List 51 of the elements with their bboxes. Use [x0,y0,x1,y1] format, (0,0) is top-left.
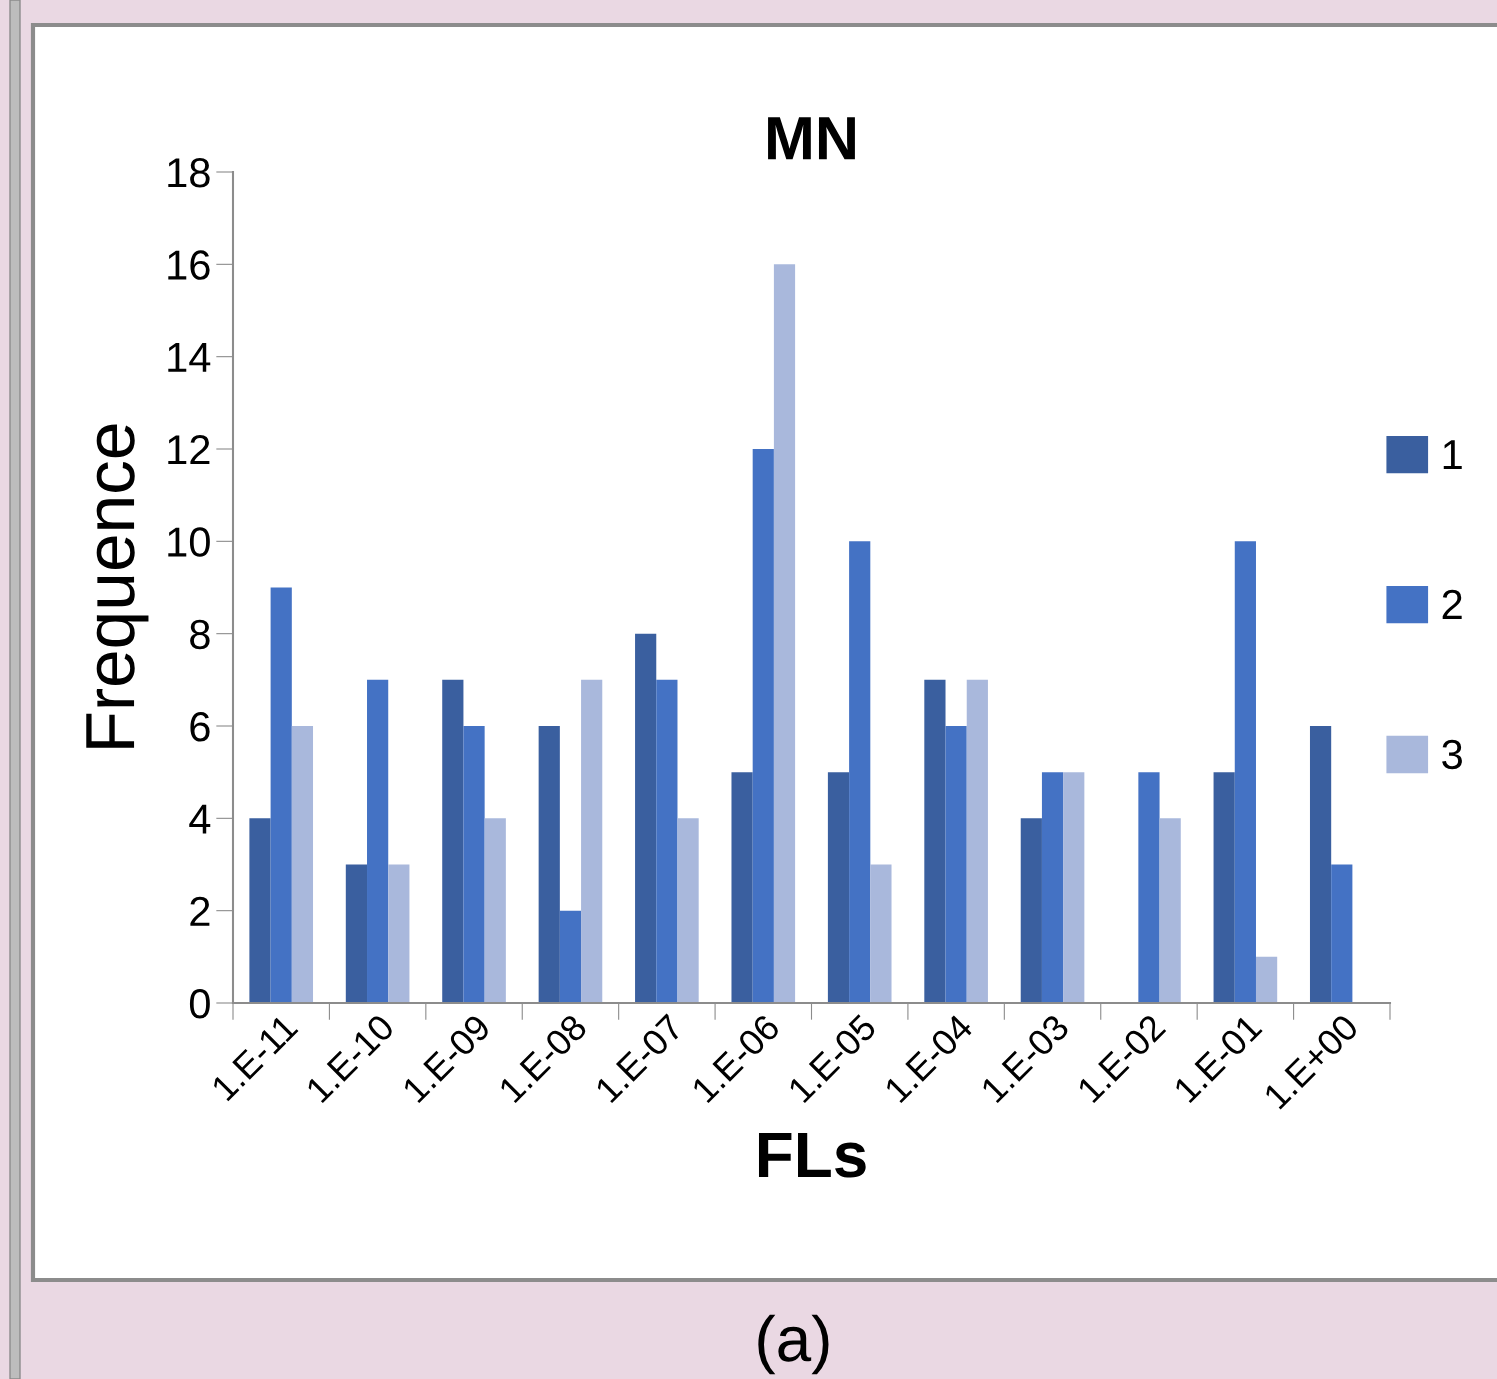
y-tick-label: 2 [190,896,210,926]
y-tick-label: 14 [168,343,211,372]
bar [538,726,560,1003]
bar [827,772,850,1003]
bar [677,818,699,1003]
bar [966,679,988,1003]
bar [656,679,678,1003]
chart-title: MN [768,117,855,160]
bar [1063,772,1085,1003]
bar [559,910,582,1003]
legend-label: 3 [1442,739,1462,770]
bar [1213,772,1235,1003]
bar [345,864,368,1003]
bar [945,726,967,1003]
y-tick-label: 6 [190,712,210,742]
bar [1041,772,1064,1003]
bar [463,726,485,1003]
bar [1020,818,1042,1003]
bar [849,541,871,1003]
y-axis-title: Frequence [86,424,149,748]
bar [1255,956,1278,1003]
bar [924,679,946,1003]
bar [367,679,389,1003]
legend-label: 2 [1442,589,1462,619]
y-tick-label: 12 [168,435,210,465]
y-tick-label: 8 [190,619,210,650]
bar [581,679,603,1003]
bar [773,264,796,1003]
y-tick-label: 0 [189,989,210,1019]
bar [870,864,892,1003]
bar [270,587,292,1003]
bar [442,679,464,1003]
legend-label: 1 [1443,440,1462,469]
bar [388,864,410,1003]
bar [249,818,271,1003]
bar [1309,726,1332,1003]
bar [752,449,774,1003]
bar [484,818,506,1003]
bar [731,772,753,1003]
y-tick-label: 4 [189,804,211,834]
bar [635,633,657,1003]
bar [1234,541,1256,1003]
bar [1159,818,1181,1003]
y-tick-label: 18 [168,158,210,188]
x-axis-title: FLs [758,1133,866,1178]
y-tick-label: 10 [168,527,210,557]
bar [291,726,314,1003]
text: (a) [758,1314,829,1375]
y-tick-label: 16 [168,250,210,280]
bar [1138,772,1160,1003]
bar [1331,864,1353,1003]
